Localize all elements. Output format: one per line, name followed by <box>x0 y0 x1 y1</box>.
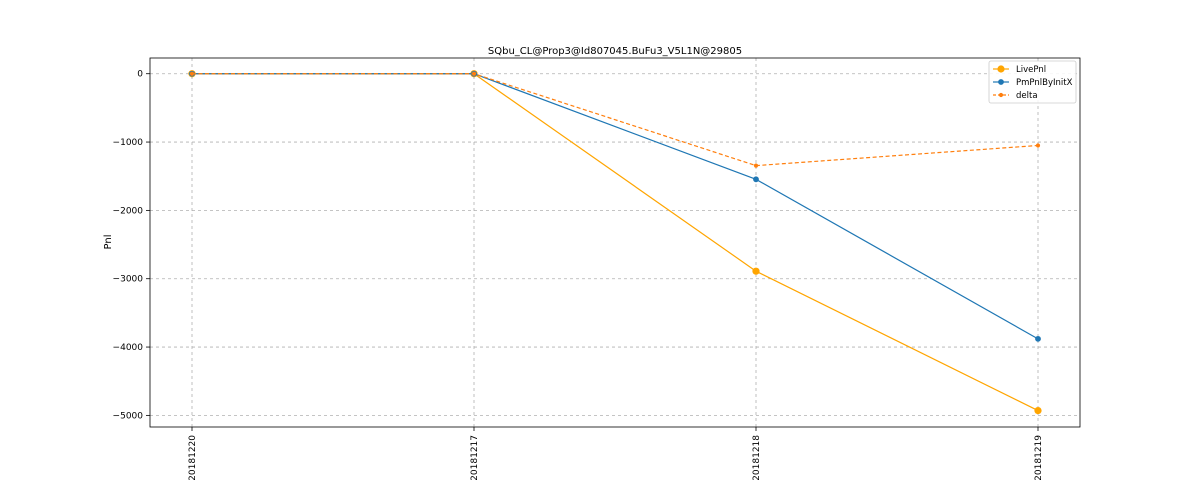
y-tick-label: −1000 <box>113 138 144 148</box>
legend-box <box>988 60 1077 104</box>
y-tick-label: −5000 <box>113 411 144 421</box>
y-tick-label: −2000 <box>113 206 144 216</box>
legend-item: PmPnlByInitX <box>993 78 1073 88</box>
data-point <box>189 71 195 76</box>
legend-label: delta <box>1016 91 1038 101</box>
x-tick-label: 20181217 <box>470 435 480 480</box>
data-point <box>471 71 477 76</box>
plot-area-frame <box>149 57 1081 428</box>
series-line <box>192 73 1039 167</box>
data-point <box>752 267 760 275</box>
legend: LivePnl PmPnlByInitX delta <box>988 60 1077 104</box>
data-point <box>753 176 759 183</box>
y-axis-label: Pnl <box>103 235 114 250</box>
grid-lines <box>150 58 1080 427</box>
series-line <box>192 73 1039 340</box>
series-layer <box>188 70 1042 415</box>
legend-item: delta <box>993 91 1038 101</box>
x-tick-label: 20181220 <box>188 435 198 480</box>
x-tick-label: 20181219 <box>1034 435 1044 480</box>
series-delta <box>189 71 1041 168</box>
legend-label: PmPnlByInitX <box>1016 78 1073 88</box>
legend-marker <box>998 79 1004 85</box>
legend-label: LivePnl <box>1016 65 1046 75</box>
chart-title: SQbu_CL@Prop3@Id807045.BuFu3_V5L1N@29805 <box>488 46 742 57</box>
data-point <box>753 163 759 168</box>
legend-marker <box>998 92 1004 98</box>
y-tick-label: −4000 <box>113 343 144 353</box>
legend-item: LivePnl <box>993 65 1046 75</box>
data-point <box>1035 143 1041 148</box>
y-tick-label: 0 <box>137 70 143 80</box>
y-tick-label: −3000 <box>113 275 144 285</box>
x-tick-label: 20181218 <box>752 435 762 480</box>
x-axis: 20181220 20181217 20181218 20181219 <box>188 427 1044 480</box>
data-point <box>1035 335 1041 342</box>
y-axis: 0 −1000 −2000 −3000 −4000 −5000 <box>113 70 150 421</box>
data-point <box>1034 407 1042 415</box>
legend-marker <box>997 65 1005 73</box>
